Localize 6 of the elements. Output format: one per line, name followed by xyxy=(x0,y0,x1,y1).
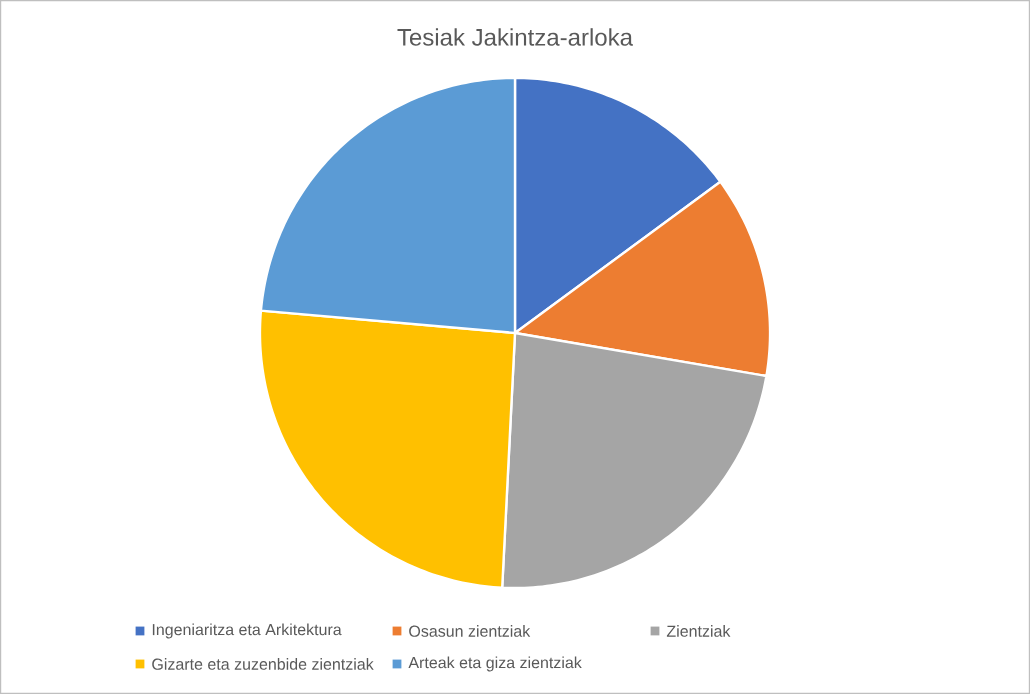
legend-label: Gizarte eta zuzenbide zientziak xyxy=(152,658,374,670)
legend-label: Osasun zientziak xyxy=(409,625,531,637)
legend-label: Zientziak xyxy=(666,625,731,637)
legend-label: Arteak eta giza zientziak xyxy=(408,656,582,672)
chart-title: Tesiak Jakintza-arloka xyxy=(397,28,633,46)
legend-label: Ingeniaritza eta Arkitektura xyxy=(152,623,342,639)
